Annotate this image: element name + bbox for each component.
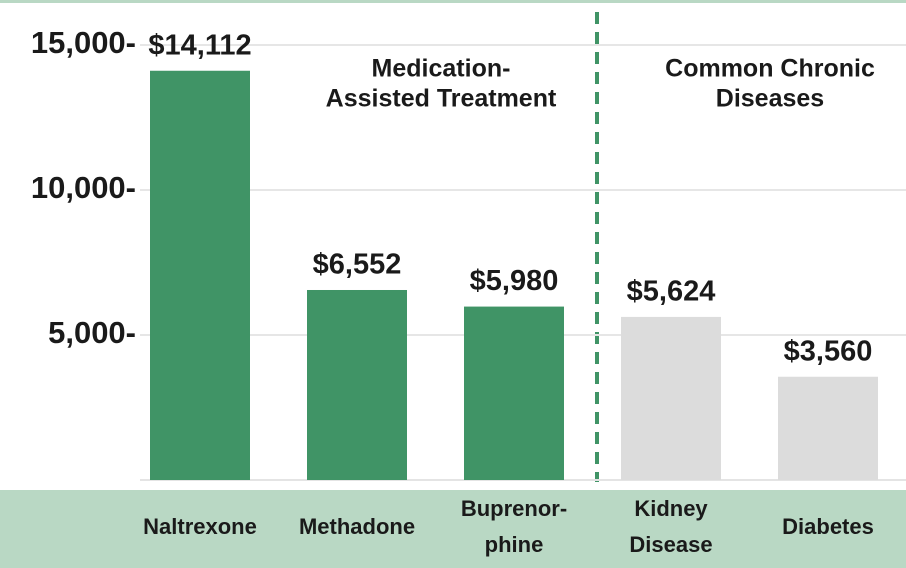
- value-label: $5,980: [470, 265, 559, 297]
- value-label: $6,552: [313, 249, 402, 281]
- top-border: [0, 0, 906, 3]
- x-tick-label: Kidney: [634, 496, 708, 521]
- bar: [464, 306, 564, 480]
- x-tick-label: phine: [485, 532, 544, 557]
- x-tick-label: Diabetes: [782, 514, 874, 539]
- group-label: Medication-: [372, 55, 511, 83]
- bar: [778, 376, 878, 480]
- bar: [307, 289, 407, 480]
- value-label: $3,560: [784, 335, 873, 367]
- x-tick-label: Methadone: [299, 514, 415, 539]
- group-label: Diseases: [716, 85, 824, 113]
- value-label: $14,112: [148, 29, 251, 61]
- x-tick-label: Disease: [629, 532, 712, 557]
- value-label: $5,624: [627, 276, 716, 308]
- category-band: [0, 490, 906, 568]
- bar: [150, 70, 250, 480]
- x-tick-label: Buprenor-: [461, 496, 567, 521]
- y-tick-label: 15,000-: [31, 25, 136, 60]
- y-tick-label: 10,000-: [31, 170, 136, 205]
- group-label: Assisted Treatment: [326, 85, 557, 113]
- x-tick-label: Naltrexone: [143, 514, 257, 539]
- bar: [621, 316, 721, 480]
- group-label: Common Chronic: [665, 55, 875, 83]
- y-tick-label: 5,000-: [48, 315, 136, 350]
